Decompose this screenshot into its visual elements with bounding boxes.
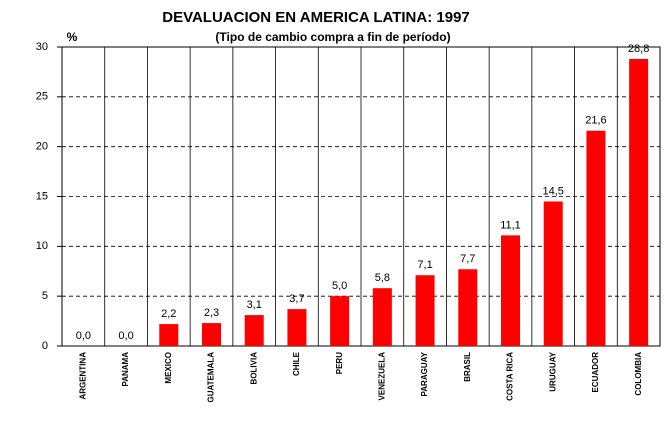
value-label: 0,0 [118, 330, 133, 342]
bar [458, 269, 478, 346]
x-tick-label: BOLIVIA [249, 352, 258, 385]
value-label: 2,2 [161, 308, 176, 320]
x-tick-label: CHILE [292, 351, 301, 376]
x-tick-label: VENEZUELA [377, 352, 386, 401]
y-axis-label: % [67, 30, 78, 44]
value-label: 5,8 [375, 272, 390, 284]
bar [330, 296, 350, 346]
value-label: 3,1 [247, 299, 262, 311]
value-label: 3,7 [289, 293, 304, 305]
x-tick-label: URUGUAY [548, 351, 557, 391]
bar [501, 235, 520, 346]
bar [629, 58, 649, 347]
value-label: 14,5 [543, 185, 564, 197]
x-tick-label: ARGENTINA [78, 352, 87, 400]
bar [244, 315, 264, 346]
bar [287, 309, 307, 346]
y-tick-label: 15 [36, 190, 48, 202]
x-tick-label: MEXICO [164, 352, 173, 384]
x-tick-label: PERU [335, 352, 344, 374]
y-tick-label: 10 [36, 240, 48, 252]
value-label: 7,1 [417, 259, 432, 271]
y-tick-label: 25 [36, 91, 48, 103]
bar [372, 288, 392, 346]
value-label: 21,6 [585, 115, 606, 127]
bar [543, 201, 563, 346]
bar [202, 323, 221, 346]
y-tick-label: 20 [36, 141, 48, 153]
value-label: 2,3 [204, 307, 219, 319]
bar [159, 324, 179, 346]
x-tick-label: GUATEMALA [207, 352, 216, 403]
y-tick-label: 0 [42, 340, 48, 352]
y-tick-label: 5 [42, 290, 48, 302]
bar [415, 275, 435, 346]
x-tick-label: ECUADOR [591, 352, 600, 393]
x-tick-label: COLOMBIA [634, 352, 643, 396]
y-tick-label: 30 [36, 41, 48, 53]
value-label: 7,7 [460, 253, 475, 265]
value-label: 5,0 [332, 280, 347, 292]
x-tick-label: BRASIL [463, 352, 472, 382]
bar [586, 130, 606, 346]
plot-frame [61, 46, 661, 347]
chart-title: DEVALUACION EN AMERICA LATINA: 1997 [162, 9, 470, 26]
chart-subtitle: (Tipo de cambio compra a fin de período) [215, 30, 450, 44]
value-label: 0,0 [76, 330, 91, 342]
x-tick-label: PARAGUAY [420, 351, 429, 396]
x-tick-label: COSTA RICA [506, 352, 515, 401]
value-label: 11,1 [500, 219, 521, 231]
value-label: 28,8 [628, 43, 649, 55]
x-tick-label: PANAMA [121, 352, 130, 387]
